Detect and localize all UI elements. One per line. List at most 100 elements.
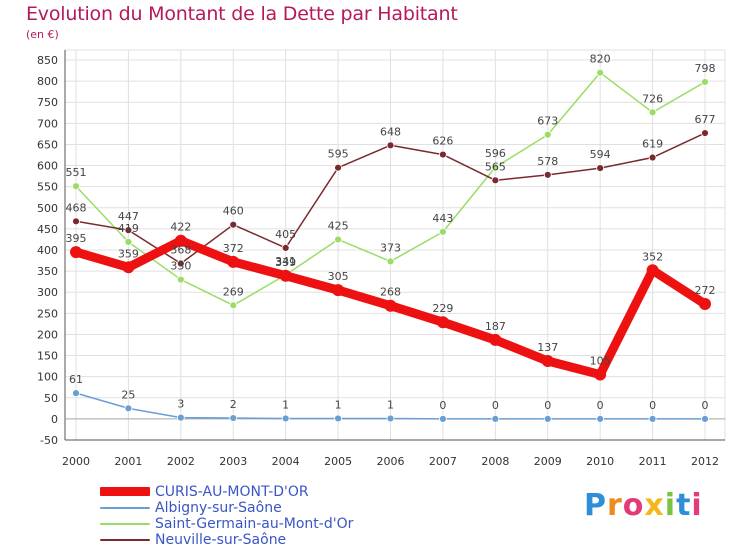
- data-label-neuville: 405: [275, 228, 296, 241]
- data-label-curis: 268: [380, 286, 401, 299]
- legend-label-neuville: Neuville-sur-Saône: [155, 532, 287, 548]
- data-label-neuville: 595: [328, 148, 349, 161]
- x-tick-label: 2012: [691, 455, 719, 468]
- y-tick-label: 0: [51, 413, 58, 426]
- data-point-neuville: [701, 129, 709, 137]
- data-label-curis: 372: [223, 242, 244, 255]
- y-tick-label: 300: [37, 286, 58, 299]
- legend-swatch-neuville: [100, 539, 150, 541]
- data-point-albigny: [491, 414, 500, 423]
- data-point-neuville: [439, 150, 447, 159]
- data-label-neuville: 468: [66, 201, 87, 214]
- x-tick-label: 2002: [167, 455, 195, 468]
- data-label-albigny: 0: [439, 399, 446, 412]
- data-label-neuville: 677: [695, 113, 716, 126]
- data-point-albigny: [72, 389, 80, 398]
- data-label-curis: 187: [485, 320, 506, 333]
- data-label-albigny: 1: [335, 398, 342, 411]
- data-point-saint-germain: [543, 130, 552, 139]
- data-label-curis: 229: [432, 302, 453, 315]
- data-label-saint-germain: 726: [642, 92, 663, 105]
- data-label-saint-germain: 596: [485, 147, 506, 160]
- x-tick-label: 2006: [377, 455, 405, 468]
- data-point-curis: [541, 355, 554, 368]
- x-tick-label: 2011: [639, 455, 667, 468]
- data-point-curis: [436, 316, 449, 329]
- data-point-neuville: [596, 164, 605, 172]
- data-point-albigny: [176, 413, 185, 422]
- data-label-albigny: 0: [649, 399, 656, 412]
- x-tick-label: 2003: [219, 455, 247, 468]
- data-point-curis: [332, 284, 345, 297]
- data-label-saint-germain: 551: [66, 166, 87, 179]
- data-label-curis: 137: [537, 341, 558, 354]
- data-label-saint-germain: 373: [380, 241, 401, 254]
- y-tick-label: 250: [37, 307, 58, 320]
- data-point-curis: [489, 333, 502, 346]
- data-label-albigny: 61: [69, 373, 83, 386]
- data-point-albigny: [439, 414, 447, 423]
- data-label-albigny: 25: [121, 388, 135, 401]
- data-point-neuville: [124, 226, 133, 235]
- data-label-neuville: 368: [170, 244, 191, 257]
- data-point-curis: [594, 368, 607, 381]
- data-point-albigny: [543, 414, 552, 423]
- data-label-albigny: 3: [177, 398, 184, 411]
- data-label-saint-germain: 419: [118, 222, 139, 235]
- data-point-curis: [384, 299, 397, 312]
- data-point-curis: [174, 234, 187, 247]
- data-label-albigny: 0: [492, 399, 499, 412]
- x-tick-label: 2007: [429, 455, 457, 468]
- data-label-saint-germain: 425: [328, 219, 349, 232]
- y-tick-label: 200: [37, 328, 58, 341]
- y-tick-label: -50: [40, 434, 58, 447]
- y-tick-label: 550: [37, 181, 58, 194]
- data-point-saint-germain: [386, 257, 395, 266]
- data-point-saint-germain: [491, 163, 500, 172]
- y-tick-label: 50: [44, 392, 58, 405]
- data-point-curis: [699, 298, 711, 311]
- legend-label-albigny: Albigny-sur-Saône: [155, 500, 282, 516]
- data-point-albigny: [281, 414, 290, 423]
- data-label-saint-germain: 269: [223, 285, 244, 298]
- data-label-albigny: 0: [702, 399, 709, 412]
- data-label-curis: 272: [695, 284, 716, 297]
- data-label-saint-germain: 443: [432, 212, 453, 225]
- x-tick-label: 2004: [272, 455, 300, 468]
- data-point-neuville: [491, 176, 500, 185]
- data-label-neuville: 565: [485, 160, 506, 173]
- data-point-saint-germain: [701, 78, 709, 86]
- data-label-curis: 395: [66, 232, 87, 245]
- data-point-saint-germain: [72, 182, 80, 191]
- data-point-curis: [122, 261, 135, 274]
- data-label-albigny: 1: [387, 398, 394, 411]
- x-tick-label: 2008: [481, 455, 509, 468]
- data-label-neuville: 447: [118, 210, 139, 223]
- data-label-neuville: 594: [590, 148, 611, 161]
- data-point-albigny: [596, 414, 605, 423]
- data-point-neuville: [72, 217, 80, 226]
- data-label-albigny: 0: [597, 399, 604, 412]
- data-label-neuville: 626: [432, 135, 453, 148]
- x-tick-label: 2001: [114, 455, 142, 468]
- data-point-neuville: [281, 243, 290, 252]
- data-point-albigny: [229, 414, 238, 422]
- data-label-saint-germain: 330: [170, 260, 191, 273]
- legend-label-saint-germain: Saint-Germain-au-Mont-d'Or: [155, 516, 354, 532]
- data-label-curis: 305: [328, 270, 349, 283]
- data-point-curis: [227, 255, 240, 268]
- data-label-neuville: 578: [537, 155, 558, 168]
- y-tick-label: 150: [37, 350, 58, 363]
- data-label-neuville: 648: [380, 125, 401, 138]
- data-label-albigny: 1: [282, 398, 289, 411]
- data-point-saint-germain: [124, 238, 133, 246]
- data-label-saint-germain: 673: [537, 115, 558, 128]
- data-label-curis: 422: [170, 221, 191, 234]
- legend-swatch-albigny: [100, 507, 150, 509]
- data-point-neuville: [648, 153, 657, 162]
- data-point-neuville: [176, 259, 185, 268]
- y-tick-label: 350: [37, 265, 58, 278]
- y-tick-label: 650: [37, 138, 58, 151]
- data-point-saint-germain: [648, 108, 657, 117]
- data-label-neuville: 619: [642, 138, 663, 151]
